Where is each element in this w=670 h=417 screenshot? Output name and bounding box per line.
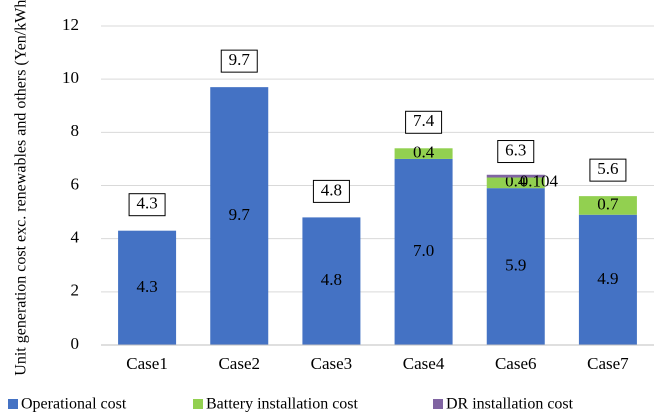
bar-segment bbox=[118, 230, 177, 345]
data-label: 5.9 bbox=[505, 255, 526, 274]
y-tick-label: 12 bbox=[62, 15, 79, 34]
legend-label: Battery installation cost bbox=[206, 396, 359, 413]
total-label: 7.4 bbox=[413, 111, 435, 130]
bar-segment bbox=[486, 188, 545, 345]
bar-segment bbox=[302, 217, 361, 345]
data-label: 0.4 bbox=[413, 143, 435, 162]
bar-segment bbox=[394, 148, 453, 159]
x-tick-label: Case1 bbox=[126, 354, 168, 373]
data-label: 9.7 bbox=[229, 205, 251, 224]
x-tick-label: Case7 bbox=[587, 354, 629, 373]
bar-segment bbox=[486, 174, 545, 178]
total-label: 6.3 bbox=[505, 140, 526, 159]
total-box bbox=[497, 140, 535, 164]
legend-label: Operational cost bbox=[21, 396, 127, 413]
y-axis-label: Unit generation cost exc. renewables and… bbox=[13, 0, 30, 376]
data-label: 0.7 bbox=[597, 194, 619, 213]
bar-segment bbox=[394, 158, 453, 345]
total-box bbox=[589, 158, 627, 182]
total-label: 4.3 bbox=[136, 194, 157, 213]
x-tick-label: Case4 bbox=[403, 354, 445, 373]
data-label: 4.8 bbox=[321, 270, 342, 289]
y-tick-label: 6 bbox=[71, 174, 80, 193]
legend-label: DR installation cost bbox=[446, 396, 574, 413]
bar-segment bbox=[578, 214, 637, 345]
y-tick-label: 8 bbox=[71, 121, 80, 140]
bar-segment bbox=[486, 177, 545, 189]
total-box bbox=[128, 193, 166, 217]
y-tick-label: 0 bbox=[71, 334, 80, 353]
x-tick-label: Case6 bbox=[495, 354, 537, 373]
total-label: 5.6 bbox=[597, 159, 618, 178]
total-label: 9.7 bbox=[229, 50, 251, 69]
total-label: 4.8 bbox=[321, 180, 342, 199]
legend-swatch bbox=[433, 399, 443, 409]
total-box bbox=[220, 49, 258, 73]
x-tick-label: Case2 bbox=[218, 354, 260, 373]
y-tick-label: 4 bbox=[71, 228, 80, 247]
data-label: 4.9 bbox=[597, 269, 618, 288]
y-tick-label: 10 bbox=[62, 68, 79, 87]
data-label: 7.0 bbox=[413, 241, 434, 260]
bar-segment bbox=[578, 196, 637, 215]
legend-swatch bbox=[8, 399, 18, 409]
total-box bbox=[312, 179, 350, 203]
bar-segment bbox=[210, 87, 269, 346]
y-tick-label: 2 bbox=[71, 281, 80, 300]
data-label: 0.104 bbox=[520, 172, 559, 191]
legend-swatch bbox=[193, 399, 203, 409]
x-tick-label: Case3 bbox=[311, 354, 353, 373]
data-label: 4.3 bbox=[136, 277, 157, 296]
total-box bbox=[405, 110, 443, 134]
